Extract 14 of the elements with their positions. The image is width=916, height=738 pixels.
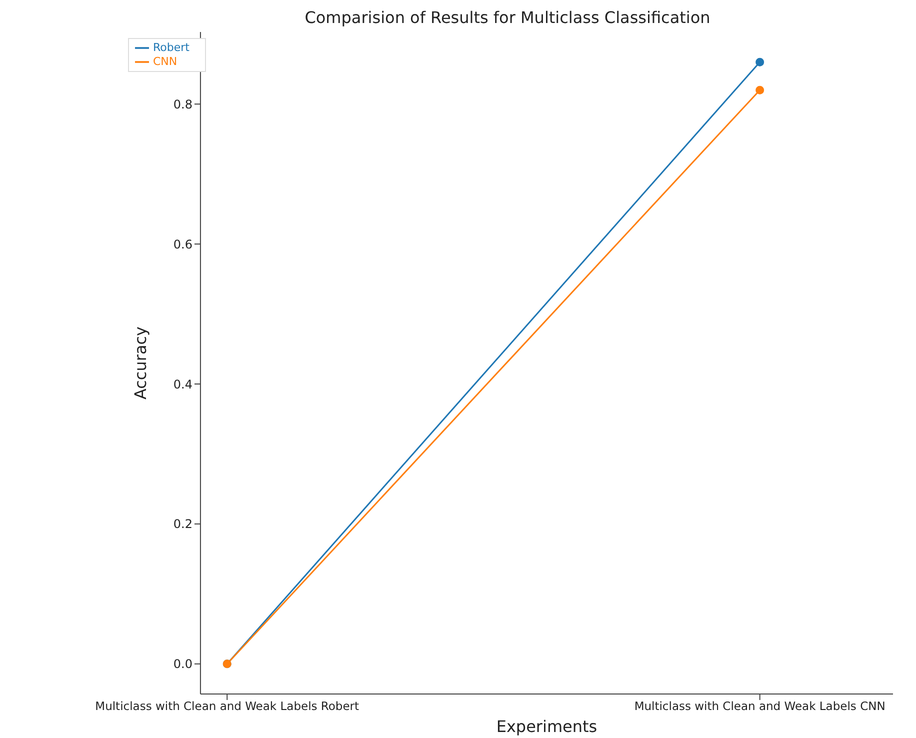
- legend-label: Robert: [153, 41, 190, 54]
- x-axis-title: Experiments: [496, 717, 598, 736]
- point: [756, 86, 764, 94]
- chart-title: Comparision of Results for Multiclass Classification: [304, 8, 712, 27]
- y-tick-label: 0.2: [173, 517, 192, 532]
- y-tick-label: 0.4: [173, 377, 192, 392]
- x-tick-label: Multiclass with Clean and Weak Labels Robert: [95, 699, 360, 714]
- y-axis-title: Accuracy: [131, 326, 150, 400]
- point: [756, 58, 764, 66]
- y-tick-label: 0.8: [173, 97, 192, 112]
- legend-label: CNN: [153, 55, 178, 68]
- x-tick-label: Multiclass with Clean and Weak Labels CNN: [634, 699, 886, 714]
- y-tick-label: 0.0: [173, 657, 192, 672]
- y-tick-label: 0.6: [173, 237, 192, 252]
